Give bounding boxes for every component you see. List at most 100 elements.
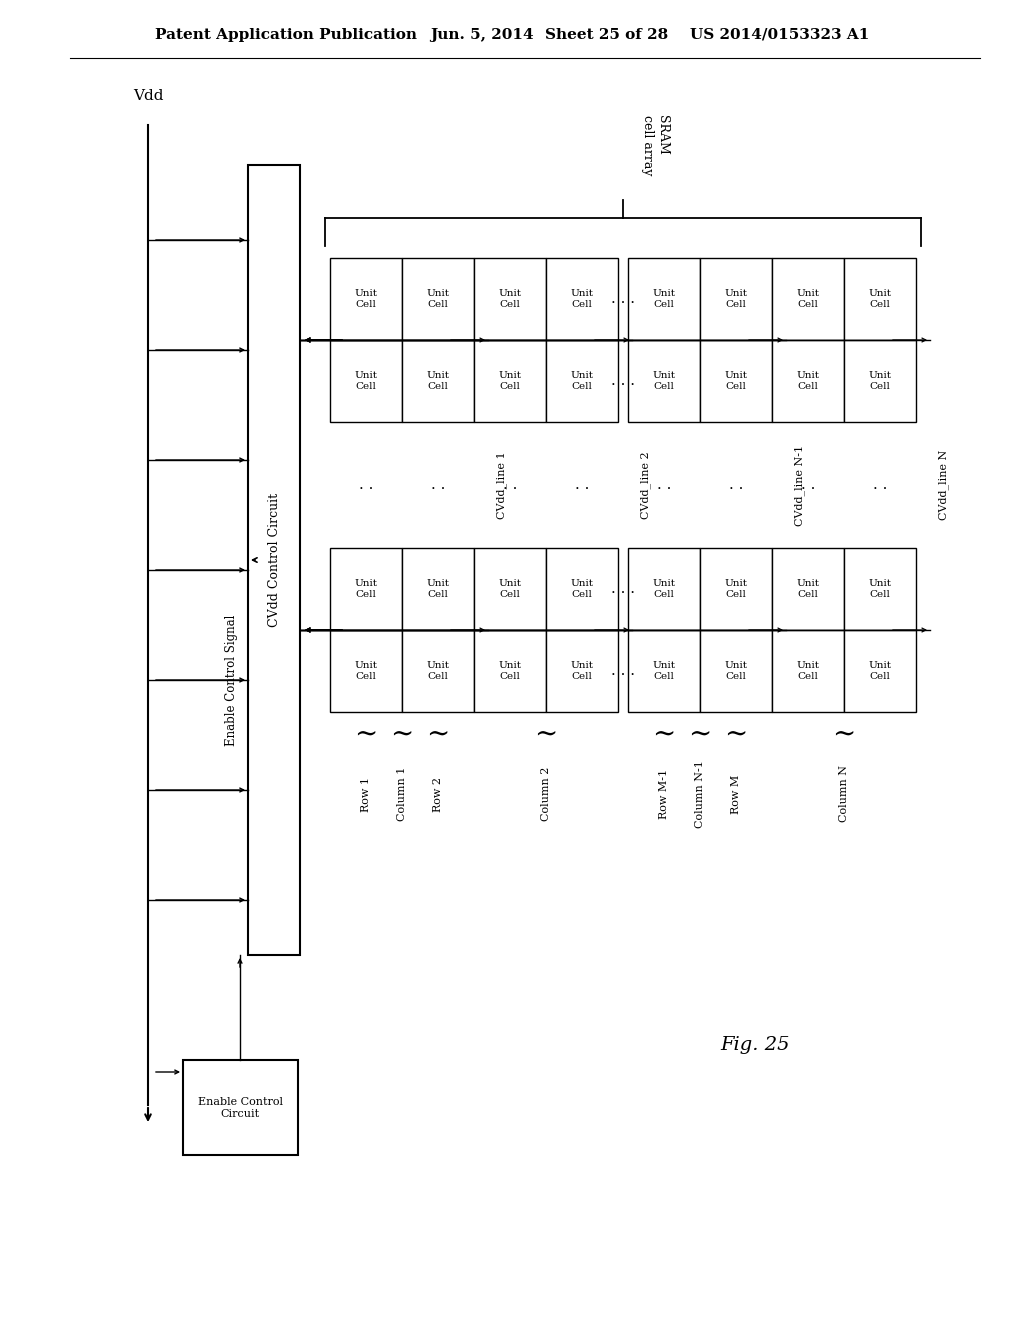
Text: . .: . . <box>801 478 815 492</box>
Text: Unit
Cell: Unit Cell <box>499 579 521 599</box>
Text: . . .: . . . <box>611 582 635 597</box>
Text: Unit
Cell: Unit Cell <box>570 371 594 391</box>
Text: Unit
Cell: Unit Cell <box>797 661 819 681</box>
Text: ∼: ∼ <box>354 721 378 747</box>
Text: Unit
Cell: Unit Cell <box>797 579 819 599</box>
Bar <box>628 257 700 341</box>
Text: Row 2: Row 2 <box>433 776 443 812</box>
Text: . . .: . . . <box>611 374 635 388</box>
Bar <box>772 341 844 422</box>
Text: ∼: ∼ <box>688 721 712 747</box>
Text: ∼: ∼ <box>390 721 414 747</box>
Text: Unit
Cell: Unit Cell <box>652 579 676 599</box>
Text: . .: . . <box>358 478 373 492</box>
Bar <box>402 257 474 341</box>
Text: Patent Application Publication: Patent Application Publication <box>155 28 417 42</box>
Bar <box>772 630 844 711</box>
Text: Vdd: Vdd <box>133 88 163 103</box>
Text: Column 2: Column 2 <box>541 767 551 821</box>
Text: Unit
Cell: Unit Cell <box>427 579 450 599</box>
Text: Unit
Cell: Unit Cell <box>499 371 521 391</box>
Text: Fig. 25: Fig. 25 <box>720 1036 790 1053</box>
Text: Unit
Cell: Unit Cell <box>427 661 450 681</box>
Bar <box>546 341 618 422</box>
Bar <box>402 341 474 422</box>
Text: . .: . . <box>656 478 671 492</box>
Text: Unit
Cell: Unit Cell <box>354 371 378 391</box>
Bar <box>546 257 618 341</box>
Text: Unit
Cell: Unit Cell <box>725 661 748 681</box>
Bar <box>628 341 700 422</box>
Text: Unit
Cell: Unit Cell <box>354 289 378 309</box>
Bar <box>700 548 772 630</box>
Bar <box>474 630 546 711</box>
Text: Unit
Cell: Unit Cell <box>427 289 450 309</box>
Bar <box>330 630 402 711</box>
Text: Row 1: Row 1 <box>361 776 371 812</box>
Text: Unit
Cell: Unit Cell <box>570 661 594 681</box>
Text: Unit
Cell: Unit Cell <box>725 371 748 391</box>
Bar <box>183 1060 298 1155</box>
Text: . .: . . <box>431 478 445 492</box>
Text: . .: . . <box>872 478 887 492</box>
Text: Unit
Cell: Unit Cell <box>868 579 892 599</box>
Text: Sheet 25 of 28: Sheet 25 of 28 <box>545 28 669 42</box>
Bar <box>844 257 916 341</box>
Bar <box>844 630 916 711</box>
Text: ∼: ∼ <box>724 721 748 747</box>
Bar <box>546 630 618 711</box>
Text: ∼: ∼ <box>833 721 856 747</box>
Bar <box>546 548 618 630</box>
Text: ∼: ∼ <box>535 721 558 747</box>
Text: Unit
Cell: Unit Cell <box>354 579 378 599</box>
Text: Column 1: Column 1 <box>397 767 407 821</box>
Text: CVdd Control Circuit: CVdd Control Circuit <box>267 492 281 627</box>
Text: CVdd_line N-1: CVdd_line N-1 <box>794 445 805 525</box>
Bar <box>330 257 402 341</box>
Text: Row M-1: Row M-1 <box>659 770 669 820</box>
Text: US 2014/0153323 A1: US 2014/0153323 A1 <box>690 28 869 42</box>
Text: CVdd_line 1: CVdd_line 1 <box>496 451 507 519</box>
Text: Jun. 5, 2014: Jun. 5, 2014 <box>430 28 534 42</box>
Text: SRAM
cell array: SRAM cell array <box>641 115 669 176</box>
Bar <box>700 341 772 422</box>
Text: . .: . . <box>574 478 589 492</box>
Text: ∼: ∼ <box>652 721 676 747</box>
Text: Row M: Row M <box>731 775 741 813</box>
Text: Unit
Cell: Unit Cell <box>868 289 892 309</box>
Bar <box>844 341 916 422</box>
Text: . . .: . . . <box>611 292 635 306</box>
Bar <box>772 548 844 630</box>
Text: Unit
Cell: Unit Cell <box>725 579 748 599</box>
Text: CVdd_line 2: CVdd_line 2 <box>640 451 650 519</box>
Text: Unit
Cell: Unit Cell <box>652 371 676 391</box>
Text: Unit
Cell: Unit Cell <box>797 289 819 309</box>
Bar <box>248 165 300 954</box>
Text: . .: . . <box>503 478 517 492</box>
Text: Unit
Cell: Unit Cell <box>427 371 450 391</box>
Bar <box>474 257 546 341</box>
Bar <box>402 630 474 711</box>
Text: Unit
Cell: Unit Cell <box>652 661 676 681</box>
Bar <box>402 548 474 630</box>
Text: Unit
Cell: Unit Cell <box>652 289 676 309</box>
Bar <box>628 630 700 711</box>
Text: Column N: Column N <box>839 766 849 822</box>
Text: Unit
Cell: Unit Cell <box>499 289 521 309</box>
Bar <box>628 548 700 630</box>
Bar <box>700 257 772 341</box>
Bar <box>700 630 772 711</box>
Text: Unit
Cell: Unit Cell <box>725 289 748 309</box>
Bar <box>330 548 402 630</box>
Text: Unit
Cell: Unit Cell <box>868 371 892 391</box>
Bar <box>844 548 916 630</box>
Bar <box>474 341 546 422</box>
Text: . .: . . <box>729 478 743 492</box>
Text: CVdd_line N: CVdd_line N <box>938 450 948 520</box>
Text: Unit
Cell: Unit Cell <box>797 371 819 391</box>
Text: Column N-1: Column N-1 <box>695 760 705 828</box>
Text: Unit
Cell: Unit Cell <box>868 661 892 681</box>
Bar <box>330 341 402 422</box>
Text: Unit
Cell: Unit Cell <box>570 579 594 599</box>
Text: Unit
Cell: Unit Cell <box>354 661 378 681</box>
